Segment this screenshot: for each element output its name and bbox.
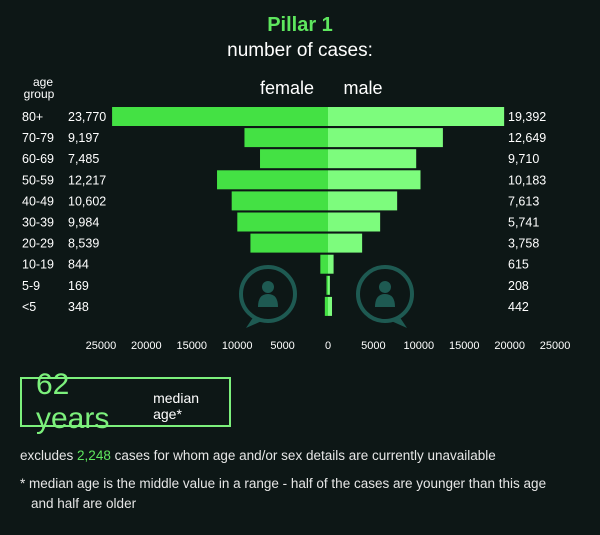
bar-female-30-39 [237,212,328,232]
male-value-label: 9,710 [508,152,539,166]
bar-male-40-49 [328,191,398,211]
median-age-label: median age* [153,390,200,422]
bar-male-80+ [328,107,505,126]
bar-female-20-29 [250,233,328,253]
y-axis-label-line-2: group [24,87,55,101]
bar-female-60-69 [260,149,328,169]
bar-female-40-49 [231,191,328,211]
bar-female-70-79 [244,128,328,148]
male-person-icon [356,265,414,328]
x-tick-label: 5000 [361,340,385,352]
x-tick-label: 10000 [404,340,435,352]
age-group-label: <5 [22,300,36,314]
female-value-label: 12,217 [68,173,106,187]
male-value-label: 10,183 [508,173,546,187]
female-value-label: 9,197 [68,131,99,145]
bar-male-60-69 [328,149,417,169]
male-value-label: 442 [508,300,529,314]
female-value-label: 348 [68,300,89,314]
x-tick-label: 15000 [176,340,207,352]
chart-title: Pillar 1 [267,14,333,36]
excludes-note-prefix: excludes [20,448,78,463]
x-tick-label: 25000 [86,340,117,352]
male-value-label: 19,392 [508,110,546,124]
bar-male-10-19 [328,254,334,274]
bar-male-20-29 [328,233,363,253]
bar-female-5-9 [326,275,328,295]
y-axis-label-line-1: age [33,75,53,89]
bar-female-10-19 [320,254,328,274]
series-label-male: male [343,78,382,98]
female-person-icon [239,265,297,328]
age-group-label: 10-19 [22,258,54,272]
median-footnote: * median age is the middle value in a ra… [20,474,560,514]
bar-male-30-39 [328,212,381,232]
bar-female-<5 [324,296,328,316]
age-group-label: 70-79 [22,131,54,145]
female-value-label: 844 [68,258,89,272]
male-value-label: 3,758 [508,237,539,251]
chart-subtitle: number of cases: [227,40,373,61]
x-tick-label: 5000 [270,340,294,352]
bar-male-70-79 [328,128,443,148]
bar-female-50-59 [217,170,328,190]
female-value-label: 23,770 [68,110,106,124]
female-value-label: 9,984 [68,216,99,230]
excludes-note: excludes 2,248 cases for whom age and/or… [20,448,496,463]
female-value-label: 169 [68,279,89,293]
median-age-value: 62 years [36,368,110,435]
female-value-label: 8,539 [68,237,99,251]
age-group-label: 20-29 [22,237,54,251]
footnote-line-1: * median age is the middle value in a ra… [20,476,547,491]
excludes-count: 2,248 [77,448,111,463]
female-value-label: 7,485 [68,152,99,166]
male-value-label: 208 [508,279,529,293]
excludes-note-suffix: cases for whom age and/or sex details ar… [110,448,496,463]
bar-male-<5 [328,296,333,316]
x-tick-label: 15000 [449,340,480,352]
female-value-label: 10,602 [68,194,106,208]
x-tick-label: 20000 [131,340,162,352]
median-age-box: 62 years median age* [20,368,231,435]
x-tick-label: 20000 [494,340,525,352]
male-value-label: 5,741 [508,216,539,230]
bar-male-5-9 [328,275,330,295]
male-value-label: 12,649 [508,131,546,145]
age-group-label: 40-49 [22,194,54,208]
x-tick-label: 10000 [222,340,253,352]
x-tick-label: 25000 [540,340,571,352]
bar-male-50-59 [328,170,421,190]
age-group-label: 80+ [22,110,43,124]
age-group-label: 60-69 [22,152,54,166]
age-group-label: 5-9 [22,279,40,293]
x-tick-label: 0 [325,340,331,352]
bar-female-80+ [112,107,328,126]
male-value-label: 615 [508,258,529,272]
age-group-label: 50-59 [22,173,54,187]
age-group-label: 30-39 [22,216,54,230]
male-value-label: 7,613 [508,194,539,208]
series-label-female: female [260,78,314,98]
footnote-line-2: and half are older [31,496,137,511]
